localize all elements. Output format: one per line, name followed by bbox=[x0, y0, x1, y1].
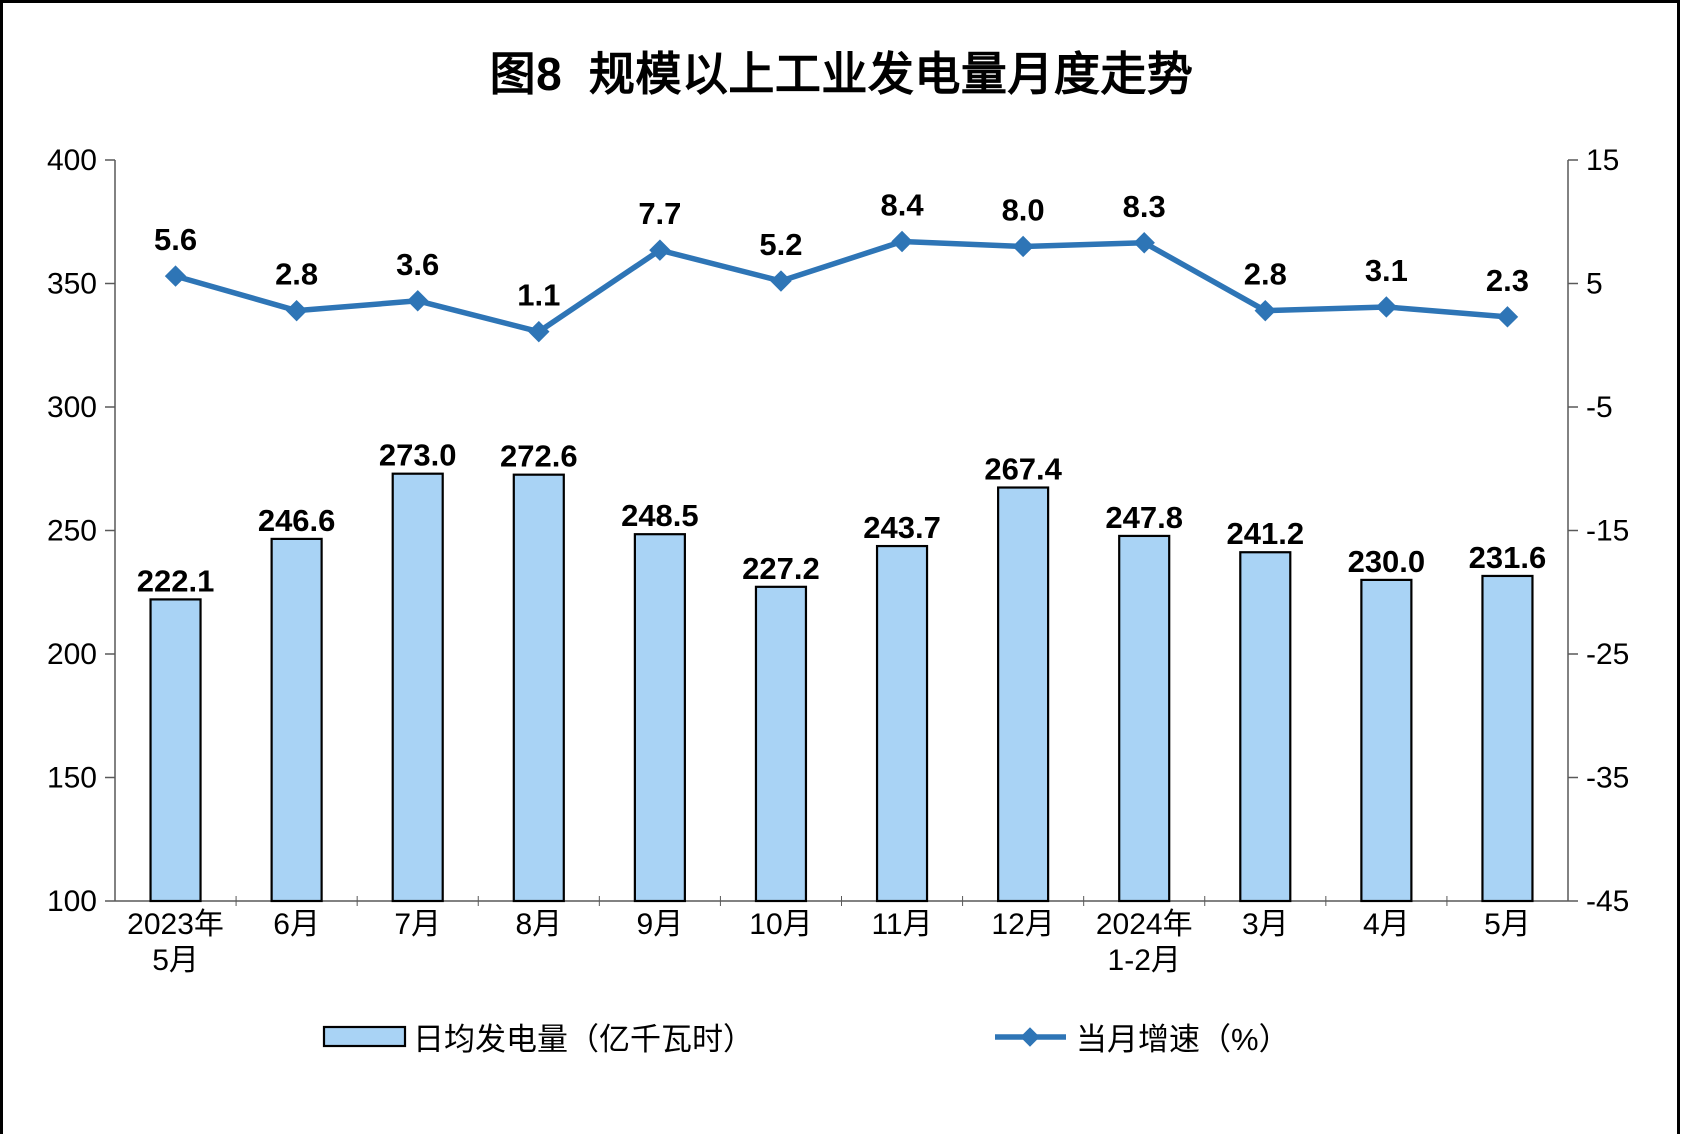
svg-text:267.4: 267.4 bbox=[984, 452, 1062, 487]
svg-text:273.0: 273.0 bbox=[379, 438, 457, 473]
svg-text:5月: 5月 bbox=[1484, 908, 1531, 941]
svg-text:2023年: 2023年 bbox=[127, 908, 224, 941]
svg-text:231.6: 231.6 bbox=[1469, 540, 1547, 575]
svg-text:7.7: 7.7 bbox=[638, 196, 681, 231]
svg-text:272.6: 272.6 bbox=[500, 439, 578, 474]
svg-text:9月: 9月 bbox=[637, 908, 684, 941]
svg-text:-15: -15 bbox=[1586, 515, 1629, 548]
svg-text:3.6: 3.6 bbox=[396, 247, 439, 282]
svg-text:8.3: 8.3 bbox=[1123, 189, 1166, 224]
svg-text:5.6: 5.6 bbox=[154, 222, 197, 257]
svg-text:2.3: 2.3 bbox=[1486, 263, 1529, 298]
svg-text:227.2: 227.2 bbox=[742, 551, 820, 586]
svg-text:222.1: 222.1 bbox=[137, 563, 215, 598]
svg-text:250: 250 bbox=[47, 515, 97, 548]
svg-text:150: 150 bbox=[47, 762, 97, 795]
svg-text:-35: -35 bbox=[1586, 762, 1629, 795]
svg-text:8.0: 8.0 bbox=[1002, 192, 1045, 227]
svg-text:241.2: 241.2 bbox=[1227, 516, 1305, 551]
svg-text:10月: 10月 bbox=[749, 908, 812, 941]
svg-text:5.2: 5.2 bbox=[759, 227, 802, 262]
svg-text:7月: 7月 bbox=[394, 908, 441, 941]
svg-text:6月: 6月 bbox=[273, 908, 320, 941]
svg-text:11月: 11月 bbox=[871, 908, 932, 941]
svg-text:15: 15 bbox=[1586, 144, 1619, 177]
svg-text:2.8: 2.8 bbox=[1244, 257, 1287, 292]
svg-text:8月: 8月 bbox=[515, 908, 562, 941]
svg-text:350: 350 bbox=[47, 268, 97, 301]
svg-text:400: 400 bbox=[47, 144, 97, 177]
svg-text:日均发电量（亿千瓦时）: 日均发电量（亿千瓦时） bbox=[413, 1022, 754, 1057]
svg-text:300: 300 bbox=[47, 391, 97, 424]
svg-text:2.8: 2.8 bbox=[275, 257, 318, 292]
svg-text:243.7: 243.7 bbox=[863, 510, 941, 545]
svg-text:-5: -5 bbox=[1586, 391, 1613, 424]
svg-text:3.1: 3.1 bbox=[1365, 253, 1408, 288]
svg-text:247.8: 247.8 bbox=[1105, 500, 1183, 535]
svg-text:-45: -45 bbox=[1586, 885, 1629, 918]
svg-text:-25: -25 bbox=[1586, 638, 1629, 671]
svg-text:100: 100 bbox=[47, 885, 97, 918]
svg-text:5: 5 bbox=[1586, 268, 1603, 301]
svg-text:当月增速（%）: 当月增速（%） bbox=[1076, 1022, 1290, 1057]
svg-text:5月: 5月 bbox=[152, 944, 199, 977]
svg-text:2024年: 2024年 bbox=[1096, 908, 1193, 941]
svg-text:200: 200 bbox=[47, 638, 97, 671]
svg-text:1-2月: 1-2月 bbox=[1108, 944, 1181, 977]
svg-text:230.0: 230.0 bbox=[1348, 544, 1426, 579]
svg-text:12月: 12月 bbox=[991, 908, 1054, 941]
svg-text:3月: 3月 bbox=[1242, 908, 1289, 941]
svg-text:1.1: 1.1 bbox=[517, 278, 560, 313]
svg-text:4月: 4月 bbox=[1363, 908, 1410, 941]
svg-text:8.4: 8.4 bbox=[880, 188, 924, 223]
svg-text:246.6: 246.6 bbox=[258, 503, 336, 538]
svg-text:248.5: 248.5 bbox=[621, 498, 699, 533]
